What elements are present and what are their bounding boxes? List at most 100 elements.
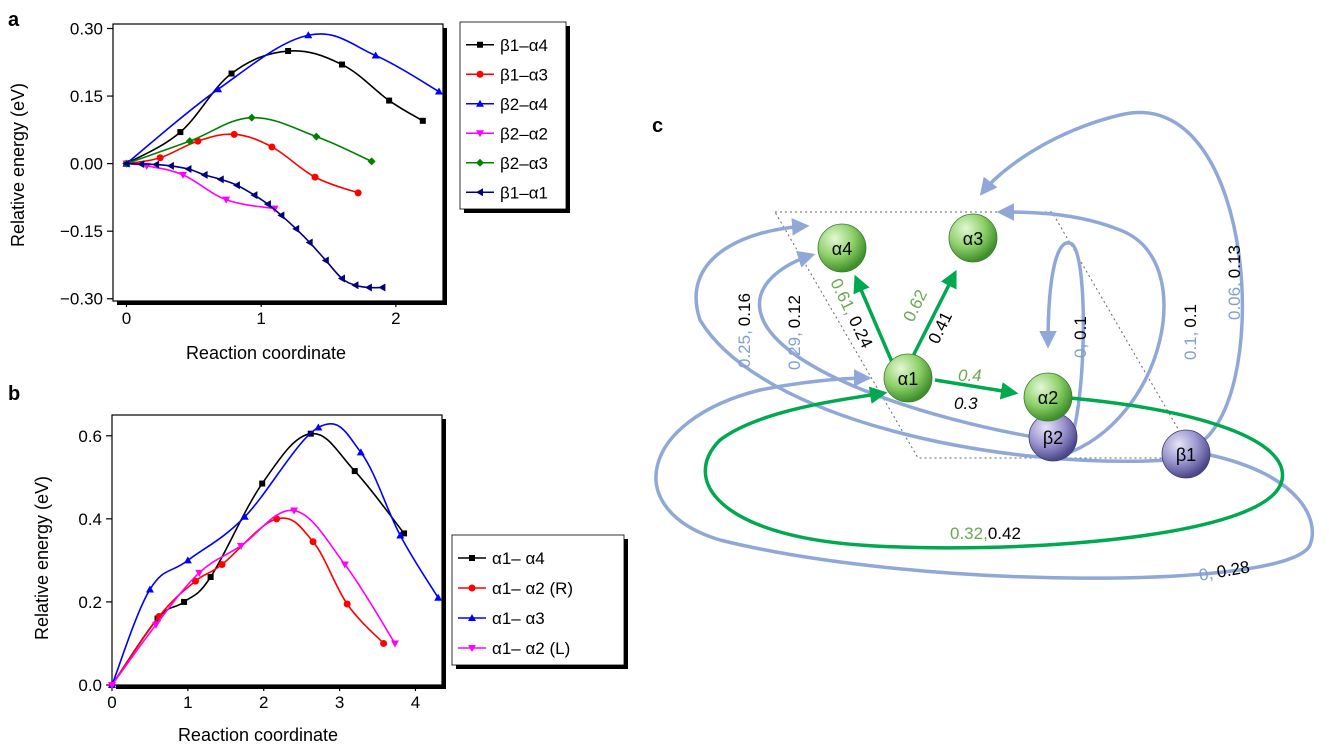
edge-a1-a4 [853, 274, 894, 363]
chart-a-series-1-point-4 [268, 143, 276, 151]
chart-b-ytick-label-2: 0.4 [78, 510, 102, 529]
chart-b-series-3-point-6 [390, 640, 399, 648]
chart-b-series-1-point-5 [309, 538, 317, 546]
edge-a1-a3 [910, 269, 957, 359]
panel-letter-c: c [652, 115, 663, 137]
chart-a-legend-marker-1 [476, 70, 484, 78]
chart-a-series-1-point-1 [156, 154, 164, 162]
chart-b-series-1-point-6 [343, 600, 351, 608]
chart-b-series-2-point-5 [356, 448, 365, 456]
chart-b-ytick-label-3: 0.6 [78, 427, 102, 446]
chart-b-legend-box [451, 534, 625, 666]
chart-b-series-0-point-4 [259, 480, 266, 487]
chart-b-series-1-point-7 [380, 639, 388, 647]
chart-b-legend-label-0: α1– α4 [492, 549, 545, 568]
chart-b-series-3-point-0 [108, 682, 116, 689]
node-alpha3-label: α3 [963, 229, 983, 249]
chart-a-ytick-label-3: 0.15 [70, 87, 103, 106]
chart-a-frame [112, 23, 444, 302]
panel-a: a 0 1 2 −0.30 −0.15 0.00 0.15 0.30 Reaction coo… [8, 9, 570, 363]
chart-a-xlabel: Reaction coordinate [186, 343, 346, 363]
chart-a-legend-marker-5 [476, 188, 483, 197]
chart-b-xlabel: Reaction coordinate [178, 725, 338, 745]
chart-a-series-5-point-9 [263, 200, 271, 209]
chart-a-legend-marker-2 [476, 99, 484, 107]
chart-b-series-2-point-2 [183, 556, 192, 564]
label-a1-a3-black: 0.41 [925, 309, 957, 347]
chart-b-legend-label-3: α1– α2 (L) [492, 639, 570, 658]
chart-b-xtick-label-0: 0 [107, 693, 116, 712]
chart-a-series-3-point-3 [222, 196, 231, 204]
chart-b-series-2-point-3 [240, 512, 249, 520]
edge-b1-a1-loop [703, 386, 1285, 550]
chart-b-series-0-point-3 [207, 574, 214, 580]
chart-a-series-5-point-1 [137, 160, 145, 169]
node-alpha2: α2 [1023, 372, 1073, 422]
chart-a-series-5-point-5 [200, 170, 208, 179]
chart-a-legend-marker-4 [476, 158, 484, 167]
chart-a-series-1-point-6 [354, 189, 362, 197]
chart-a-series-4-point-4 [367, 157, 376, 166]
chart-a-series-0-point-3 [285, 48, 292, 55]
chart-a-series-1-point-3 [230, 130, 238, 138]
edge-b1-a3-inner [996, 203, 1166, 457]
node-beta1-label: β1 [1176, 445, 1196, 465]
chart-b-series-0-point-2 [181, 598, 188, 605]
chart-a-series-5-point-8 [250, 191, 258, 200]
chart-a-series-5-point-12 [305, 238, 313, 247]
chart-b-series-3-point-5 [340, 561, 349, 569]
chart-b-series-3-point-1 [152, 621, 160, 629]
chart-a-legend-label-2: β2–α4 [500, 95, 548, 114]
label-b2-a2: 0,0.1 [1071, 316, 1090, 358]
chart-a-series-5-point-7 [232, 181, 240, 190]
chart-b-series-3-point-4 [290, 507, 299, 515]
chart-a-series-0-point-4 [338, 61, 345, 68]
chart-a-series-4-point-3 [312, 132, 321, 141]
chart-a-series-5-point-2 [152, 160, 160, 169]
chart-a-series-1-point-5 [311, 173, 319, 181]
node-alpha1: α1 [883, 353, 933, 403]
green-edges [703, 269, 1285, 550]
chart-a-series-0-point-1 [177, 129, 184, 136]
chart-a-legend-label-1: β1–α3 [500, 65, 548, 84]
chart-b-ylabel: Relative energy (eV) [32, 476, 52, 640]
node-beta2-label: β2 [1043, 428, 1063, 448]
chart-a-series-5-point-11 [292, 224, 300, 233]
chart-b-xtick-label-4: 4 [411, 693, 420, 712]
node-beta2: β2 [1028, 412, 1078, 462]
chart-b-ytick-label-1: 0.2 [78, 593, 102, 612]
chart-b-xtick-label-1: 1 [183, 693, 192, 712]
chart-b-legend-marker-0 [469, 555, 475, 561]
chart-b-series-3-point-3 [236, 542, 245, 550]
chart-a-ytick-label-4: 0.30 [70, 20, 103, 39]
chart-b-series-2-point-1 [145, 585, 154, 593]
chart-a-series-5-point-0 [122, 159, 130, 168]
chart-a-ylabel: Relative energy (eV) [8, 83, 28, 247]
chart-b-legend-label-1: α1– α2 (R) [492, 579, 573, 598]
chart-b-series-1-point-3 [218, 561, 226, 569]
chart-a-legend-label-5: β1–α1 [500, 183, 548, 202]
node-alpha3: α3 [948, 213, 998, 263]
node-alpha2-label: α2 [1038, 388, 1058, 408]
chart-a-legend: β1–α4 β1–α3 β2–α4 β2–α2 β2–α3 β1–α1 [459, 21, 570, 213]
label-b1-outer: 0,0.28 [1197, 557, 1251, 585]
label-b1-a3-outer: 0.06,0.13 [1225, 245, 1244, 320]
chart-b-series-3-point-2 [195, 569, 204, 577]
chart-b-frame [111, 414, 443, 686]
chart-a-series-2-point-2 [304, 31, 313, 39]
label-b1-a1-loop: 0.32,0.42 [950, 524, 1021, 543]
chart-b-xtick-label-2: 2 [259, 693, 268, 712]
node-alpha4: α4 [817, 223, 867, 273]
chart-b-plot: 0 1 2 3 4 0.0 0.2 0.4 0.6 [78, 414, 446, 712]
chart-a-series-5-point-13 [321, 256, 329, 265]
chart-a-ytick-label-1: −0.15 [60, 222, 103, 241]
chart-a-series-4-point-2 [247, 113, 256, 122]
chart-a-series-5-point-10 [277, 211, 285, 220]
blue-edges [654, 110, 1315, 580]
chart-b-xtick-label-3: 3 [335, 693, 344, 712]
chart-a-series-2-line [125, 33, 440, 165]
chart-a-series-3-point-2 [179, 171, 188, 179]
chart-a-xtick-label-2: 2 [391, 309, 400, 328]
chart-a-legend-label-4: β2–α3 [500, 154, 548, 173]
